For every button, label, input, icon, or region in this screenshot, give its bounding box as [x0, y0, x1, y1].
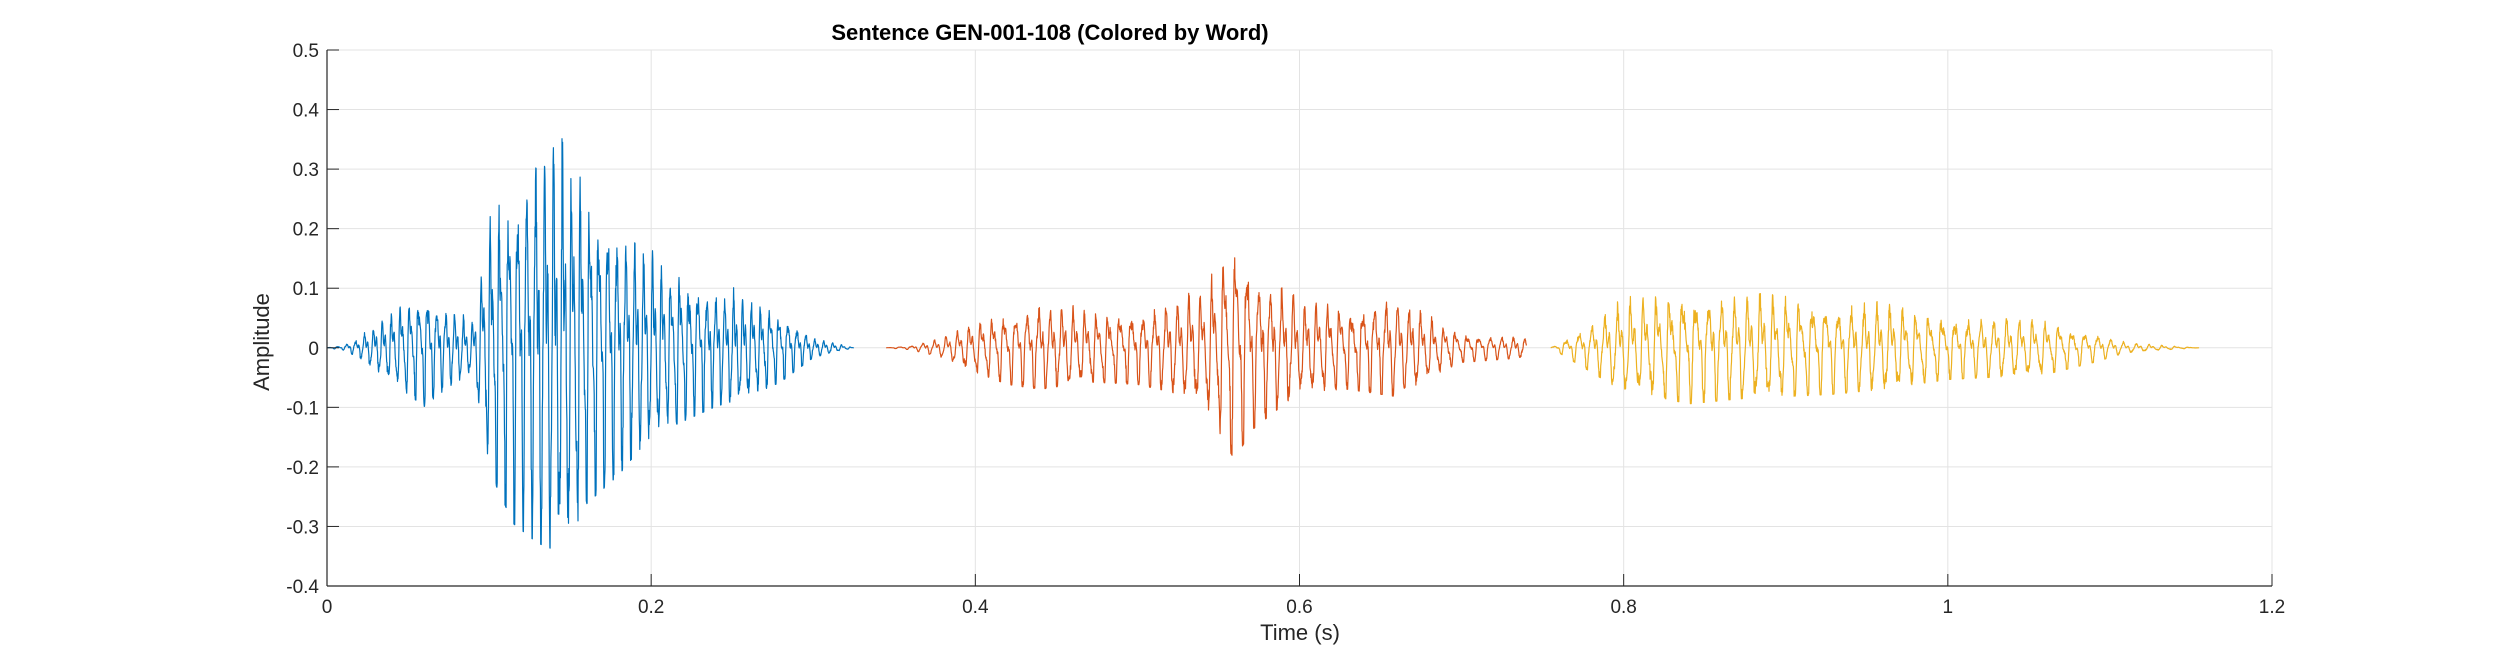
- y-axis-label: Amplitude: [249, 293, 274, 391]
- chart-title: Sentence GEN-001-108 (Colored by Word): [831, 20, 1268, 45]
- y-tick-label: -0.3: [286, 517, 319, 538]
- x-tick-label: 0.4: [962, 597, 989, 618]
- series-layer: [326, 138, 2200, 549]
- tick-labels: 0 0.2 0.4 0.6 0.8 1 1.2 -0.4 -0.3 -0.2 -0.1 0 0.1 0.2…: [286, 41, 2285, 618]
- x-tick-label: 0.6: [1286, 597, 1312, 618]
- axes: [326, 49, 2273, 587]
- x-tick-label: 0: [322, 597, 333, 618]
- waveform-series-2: [885, 257, 1527, 456]
- y-tick-label: 0: [308, 339, 319, 360]
- y-tick-label: 0.3: [293, 160, 319, 181]
- x-tick-label: 1.2: [2259, 597, 2285, 618]
- x-axis-label: Time (s): [1260, 620, 1340, 645]
- waveform-series-3: [1550, 293, 2200, 405]
- x-tick-label: 1: [1943, 597, 1954, 618]
- y-tick-label: -0.1: [286, 398, 319, 419]
- y-tick-label: -0.2: [286, 458, 319, 479]
- y-tick-label: 0.5: [293, 41, 319, 62]
- y-tick-label: 0.1: [293, 279, 319, 300]
- x-tick-label: 0.8: [1610, 597, 1636, 618]
- y-tick-label: 0.4: [293, 101, 320, 122]
- x-tick-label: 0.2: [638, 597, 664, 618]
- waveform-series-1: [326, 138, 855, 549]
- y-tick-label: 0.2: [293, 220, 319, 241]
- y-tick-label: -0.4: [286, 577, 319, 598]
